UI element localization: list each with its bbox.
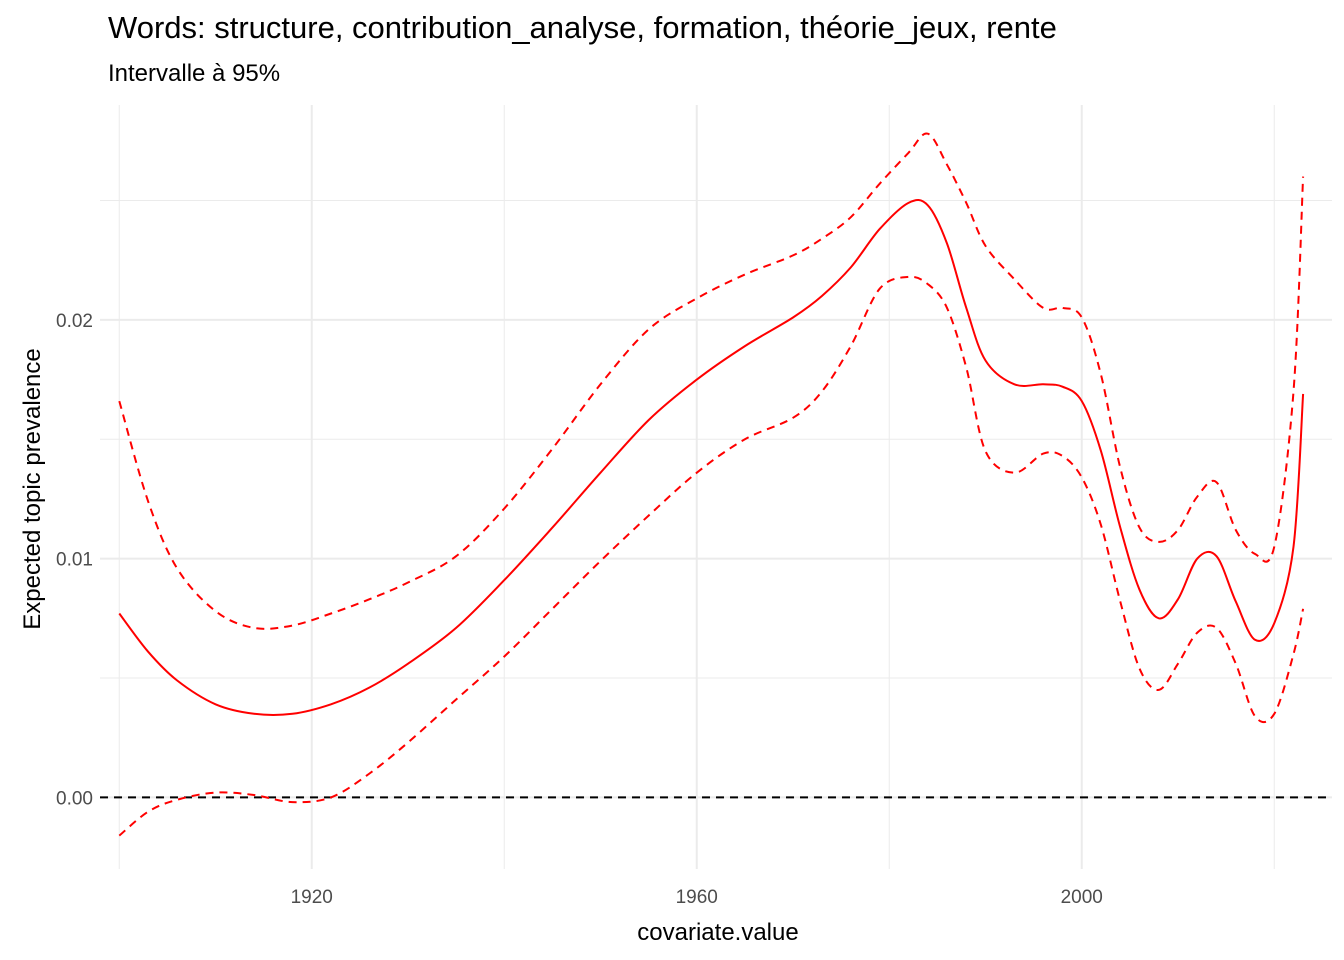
chart-title: Words: structure, contribution_analyse, … — [108, 10, 1057, 45]
mean-line — [118, 199, 1305, 716]
y-tick-label: 0.01 — [56, 550, 93, 571]
x-tick-label: 2000 — [1061, 887, 1103, 908]
x-tick-label: 1920 — [291, 887, 333, 908]
x-axis-ticks: 1920 1960 2000 — [291, 887, 1103, 908]
y-tick-label: 0.02 — [56, 311, 93, 332]
x-axis-title: covariate.value — [637, 919, 798, 946]
lower-ci-line — [118, 275, 1305, 837]
y-tick-label: 0.00 — [56, 788, 93, 809]
y-axis-title: Expected topic prevalence — [19, 348, 46, 630]
series-layer — [118, 132, 1305, 837]
chart-subtitle: Intervalle à 95% — [108, 60, 281, 87]
y-axis-ticks: 0.00 0.01 0.02 — [56, 311, 93, 810]
minor-grid — [100, 105, 1332, 869]
upper-ci-line — [118, 132, 1305, 630]
x-tick-label: 1960 — [676, 887, 718, 908]
major-grid — [100, 105, 1332, 869]
